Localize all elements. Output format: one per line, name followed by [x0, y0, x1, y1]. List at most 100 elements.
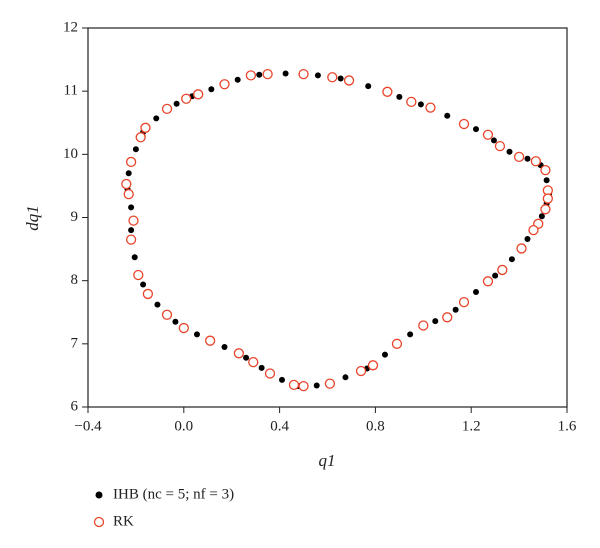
y-tick-label: 10 [63, 146, 78, 162]
point [472, 126, 479, 133]
point [452, 306, 459, 313]
point [425, 102, 436, 113]
point [123, 188, 134, 200]
point [417, 101, 424, 108]
point [313, 382, 320, 389]
point [243, 354, 250, 361]
point [524, 155, 531, 162]
point [131, 254, 138, 261]
point [494, 140, 506, 152]
point [482, 276, 494, 287]
point [407, 331, 414, 338]
point [128, 227, 135, 234]
point [365, 83, 372, 90]
point [288, 379, 300, 391]
point [161, 309, 173, 320]
x-axis-title: q1 [319, 451, 336, 470]
point [248, 357, 259, 368]
point [506, 148, 513, 155]
point [530, 156, 542, 167]
point [490, 137, 497, 144]
point [258, 364, 265, 371]
point [125, 156, 137, 168]
x-tick-label: 1.6 [558, 418, 577, 434]
point [262, 68, 273, 80]
point [472, 289, 479, 296]
x-tick-label: 0.4 [270, 418, 289, 434]
point [367, 360, 379, 371]
point [219, 79, 230, 90]
point [121, 178, 132, 190]
point [173, 100, 180, 107]
point [264, 368, 276, 379]
point [128, 215, 139, 226]
point [337, 75, 344, 82]
point [418, 320, 429, 331]
point [492, 272, 499, 279]
legend-marker [93, 516, 105, 528]
point [154, 301, 161, 308]
y-tick-label: 11 [64, 83, 78, 99]
point [540, 164, 551, 176]
point [528, 224, 539, 236]
x-tick-label: 1.2 [462, 418, 481, 434]
point [538, 213, 545, 220]
point [208, 86, 215, 93]
point [204, 335, 216, 346]
y-tick-label: 7 [71, 335, 79, 351]
point [256, 71, 263, 78]
point [314, 72, 321, 79]
point [193, 331, 200, 338]
point [458, 118, 470, 130]
point [497, 264, 508, 276]
point [542, 193, 553, 204]
point [142, 288, 154, 300]
point [343, 75, 355, 86]
point [406, 96, 417, 108]
x-tick-label: 0.0 [174, 418, 193, 434]
point [233, 348, 245, 359]
point [161, 103, 173, 115]
y-tick-label: 12 [63, 19, 78, 35]
plot-frame [87, 27, 568, 408]
point [324, 378, 336, 389]
legend-label: RK [113, 513, 134, 529]
point [327, 72, 338, 83]
point [355, 365, 367, 377]
point [128, 204, 135, 211]
legend-marker [95, 491, 103, 499]
point [540, 204, 551, 215]
point [153, 115, 160, 122]
y-tick-label: 8 [71, 272, 79, 288]
point [543, 177, 550, 184]
point [382, 86, 393, 97]
point [391, 338, 403, 349]
point [125, 234, 137, 245]
y-tick-label: 9 [71, 209, 79, 225]
point [298, 68, 309, 80]
point [524, 235, 531, 242]
point [234, 76, 241, 83]
point [135, 132, 146, 143]
point [442, 312, 453, 323]
point [516, 243, 527, 254]
point [125, 170, 132, 177]
point [396, 93, 403, 100]
y-axis-title: dq1 [23, 205, 42, 231]
point [458, 296, 470, 308]
point [298, 381, 309, 392]
point [140, 281, 147, 288]
point [282, 70, 289, 77]
point [513, 151, 525, 163]
point [508, 256, 515, 263]
point [381, 351, 388, 358]
x-tick-label: −0.4 [74, 418, 102, 434]
point [432, 318, 439, 325]
point [172, 318, 179, 325]
legend: IHB (nc = 5; nf = 3) RK [93, 486, 234, 529]
point [482, 129, 494, 140]
point [193, 89, 204, 100]
point [245, 70, 257, 81]
point [181, 93, 192, 104]
